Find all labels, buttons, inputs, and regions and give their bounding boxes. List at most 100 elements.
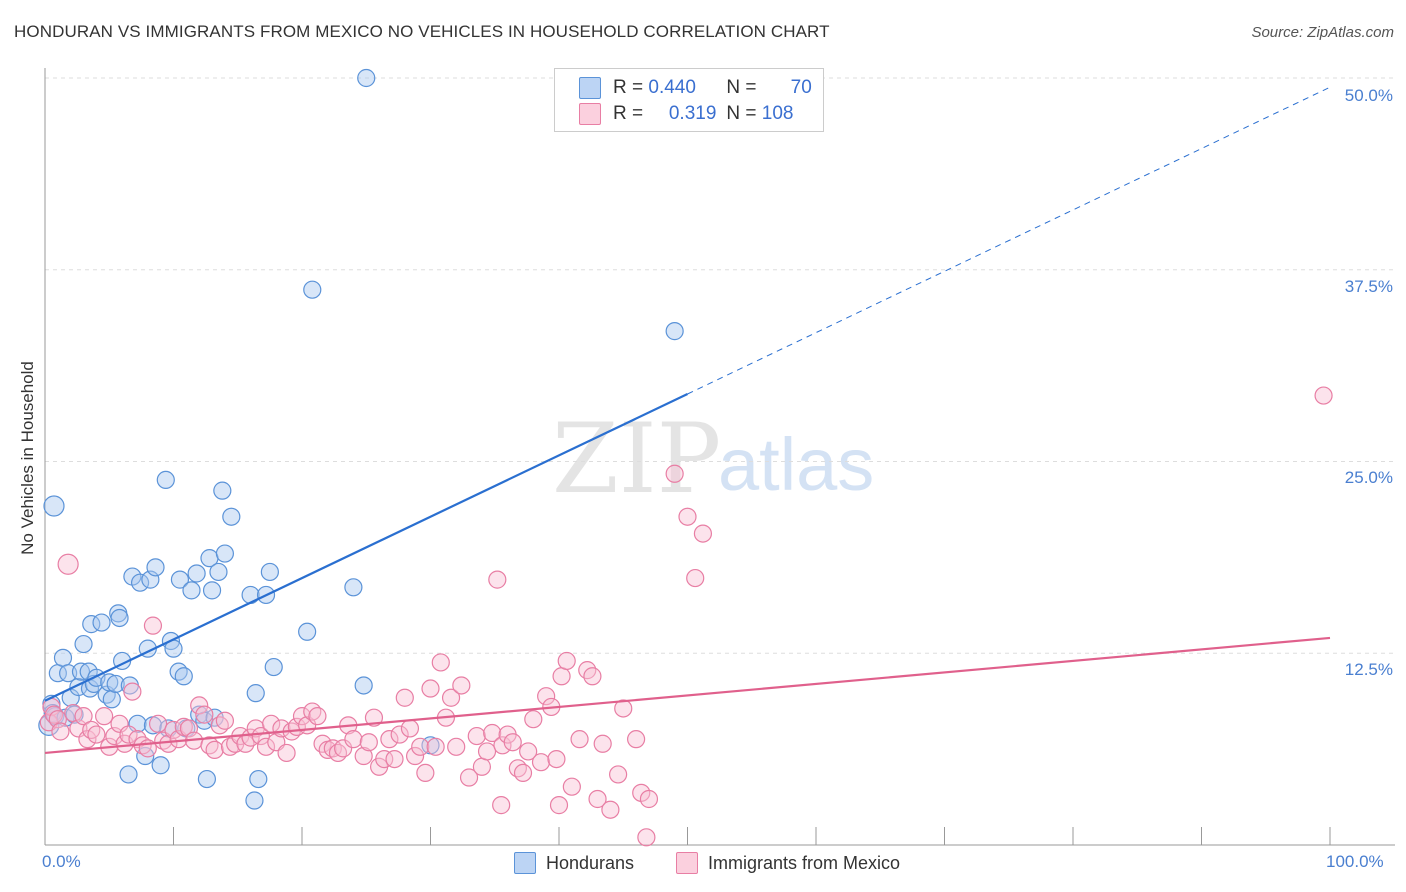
data-point-blue [215,544,234,563]
data-point-pink [447,737,466,756]
data-point-pink [164,720,183,740]
data-point-blue [665,322,684,341]
data-point-pink [375,749,394,769]
data-point-blue [43,495,65,517]
data-point-pink [583,667,602,686]
data-point-blue [246,684,265,703]
data-point-blue [71,662,91,681]
data-point-blue [146,558,165,577]
data-point-pink [359,733,378,752]
data-point-pink [562,777,581,796]
data-point-blue [182,581,201,600]
regression-line-pink [44,636,1331,755]
data-point-pink [483,723,502,743]
data-point-pink [416,763,435,783]
data-point-blue [197,769,217,789]
data-point-blue [174,667,193,686]
legend-label: Hondurans [546,852,635,873]
n-value: 108 [761,103,794,124]
data-point-pink [190,696,209,715]
data-point-pink [693,524,713,543]
data-point-pink [380,730,399,749]
data-point-pink [678,507,697,526]
data-point-blue [213,481,232,500]
blue-swatch [514,852,536,874]
data-point-pink [95,707,114,726]
chart-title: HONDURAN VS IMMIGRANTS FROM MEXICO NO VE… [14,22,830,41]
data-point-pink [493,736,512,755]
y-tick-label: 25.0% [1344,468,1393,487]
data-point-pink [626,730,646,749]
data-point-pink [57,553,79,575]
data-point-blue [156,470,175,490]
data-point-blue [303,280,322,299]
n-label: N = [726,77,757,98]
watermark-zip: ZIP [552,403,721,515]
data-point-pink [78,730,97,749]
legend-row-mexico: R = 0.319 N = 108 [579,101,802,127]
data-point-blue [74,634,93,654]
data-point-blue [151,756,170,775]
data-point-pink [292,707,312,726]
data-point-pink [519,742,538,761]
data-point-pink [639,789,659,809]
data-point-pink [385,749,404,769]
watermark-atlas: atlas [718,423,874,506]
data-point-blue [110,608,129,628]
data-point-pink [256,737,276,756]
data-point-pink [686,568,705,588]
data-point-blue [357,68,376,88]
data-point-pink [334,739,353,758]
data-point-pink [400,719,420,738]
legend-row-hondurans: R = 0.440 N = 70 [579,75,812,101]
data-point-blue [354,676,373,695]
data-point-pink [488,570,507,589]
r-label: R = [613,77,644,98]
blue-swatch [579,77,601,99]
data-point-pink [405,746,425,766]
n-value: 70 [790,77,812,98]
data-point-blue [187,564,206,583]
data-point-pink [431,653,450,672]
data-point-pink [441,688,461,707]
source-label: Source: ZipAtlas.com [1251,24,1394,41]
data-point-blue [119,765,138,784]
data-point-pink [503,733,522,752]
data-point-pink [395,688,414,707]
data-point-pink [531,753,551,772]
pink-swatch [579,103,601,125]
data-point-pink [119,725,138,744]
pink-swatch [676,852,698,874]
data-point-pink [537,687,556,706]
data-point-blue [102,690,121,709]
data-point-pink [205,740,224,759]
data-point-blue [92,613,111,632]
data-point-blue [53,648,73,667]
legend-label: Immigrants from Mexico [708,852,901,873]
y-tick-label: 12.5% [1344,660,1393,679]
y-tick-label: 37.5% [1344,277,1393,296]
data-point-blue [209,562,228,582]
data-point-pink [421,679,440,698]
data-point-pink [570,730,589,749]
data-point-pink [215,711,234,730]
data-point-pink [547,749,566,769]
data-point-pink [277,743,296,763]
data-point-blue [106,674,125,694]
r-label: R = [613,103,644,124]
data-point-pink [477,742,497,761]
data-point-pink [557,651,576,671]
data-point-pink [51,722,70,741]
data-point-pink [593,734,612,753]
data-point-blue [222,507,241,526]
y-tick-label: 50.0% [1344,86,1393,105]
data-point-pink [665,464,684,483]
data-point-pink [452,676,471,695]
data-point-blue [264,657,283,677]
data-point-pink [513,763,533,783]
data-point-pink [467,726,486,746]
data-point-blue [260,562,279,582]
data-point-blue [170,570,190,589]
data-point-blue [249,769,268,789]
